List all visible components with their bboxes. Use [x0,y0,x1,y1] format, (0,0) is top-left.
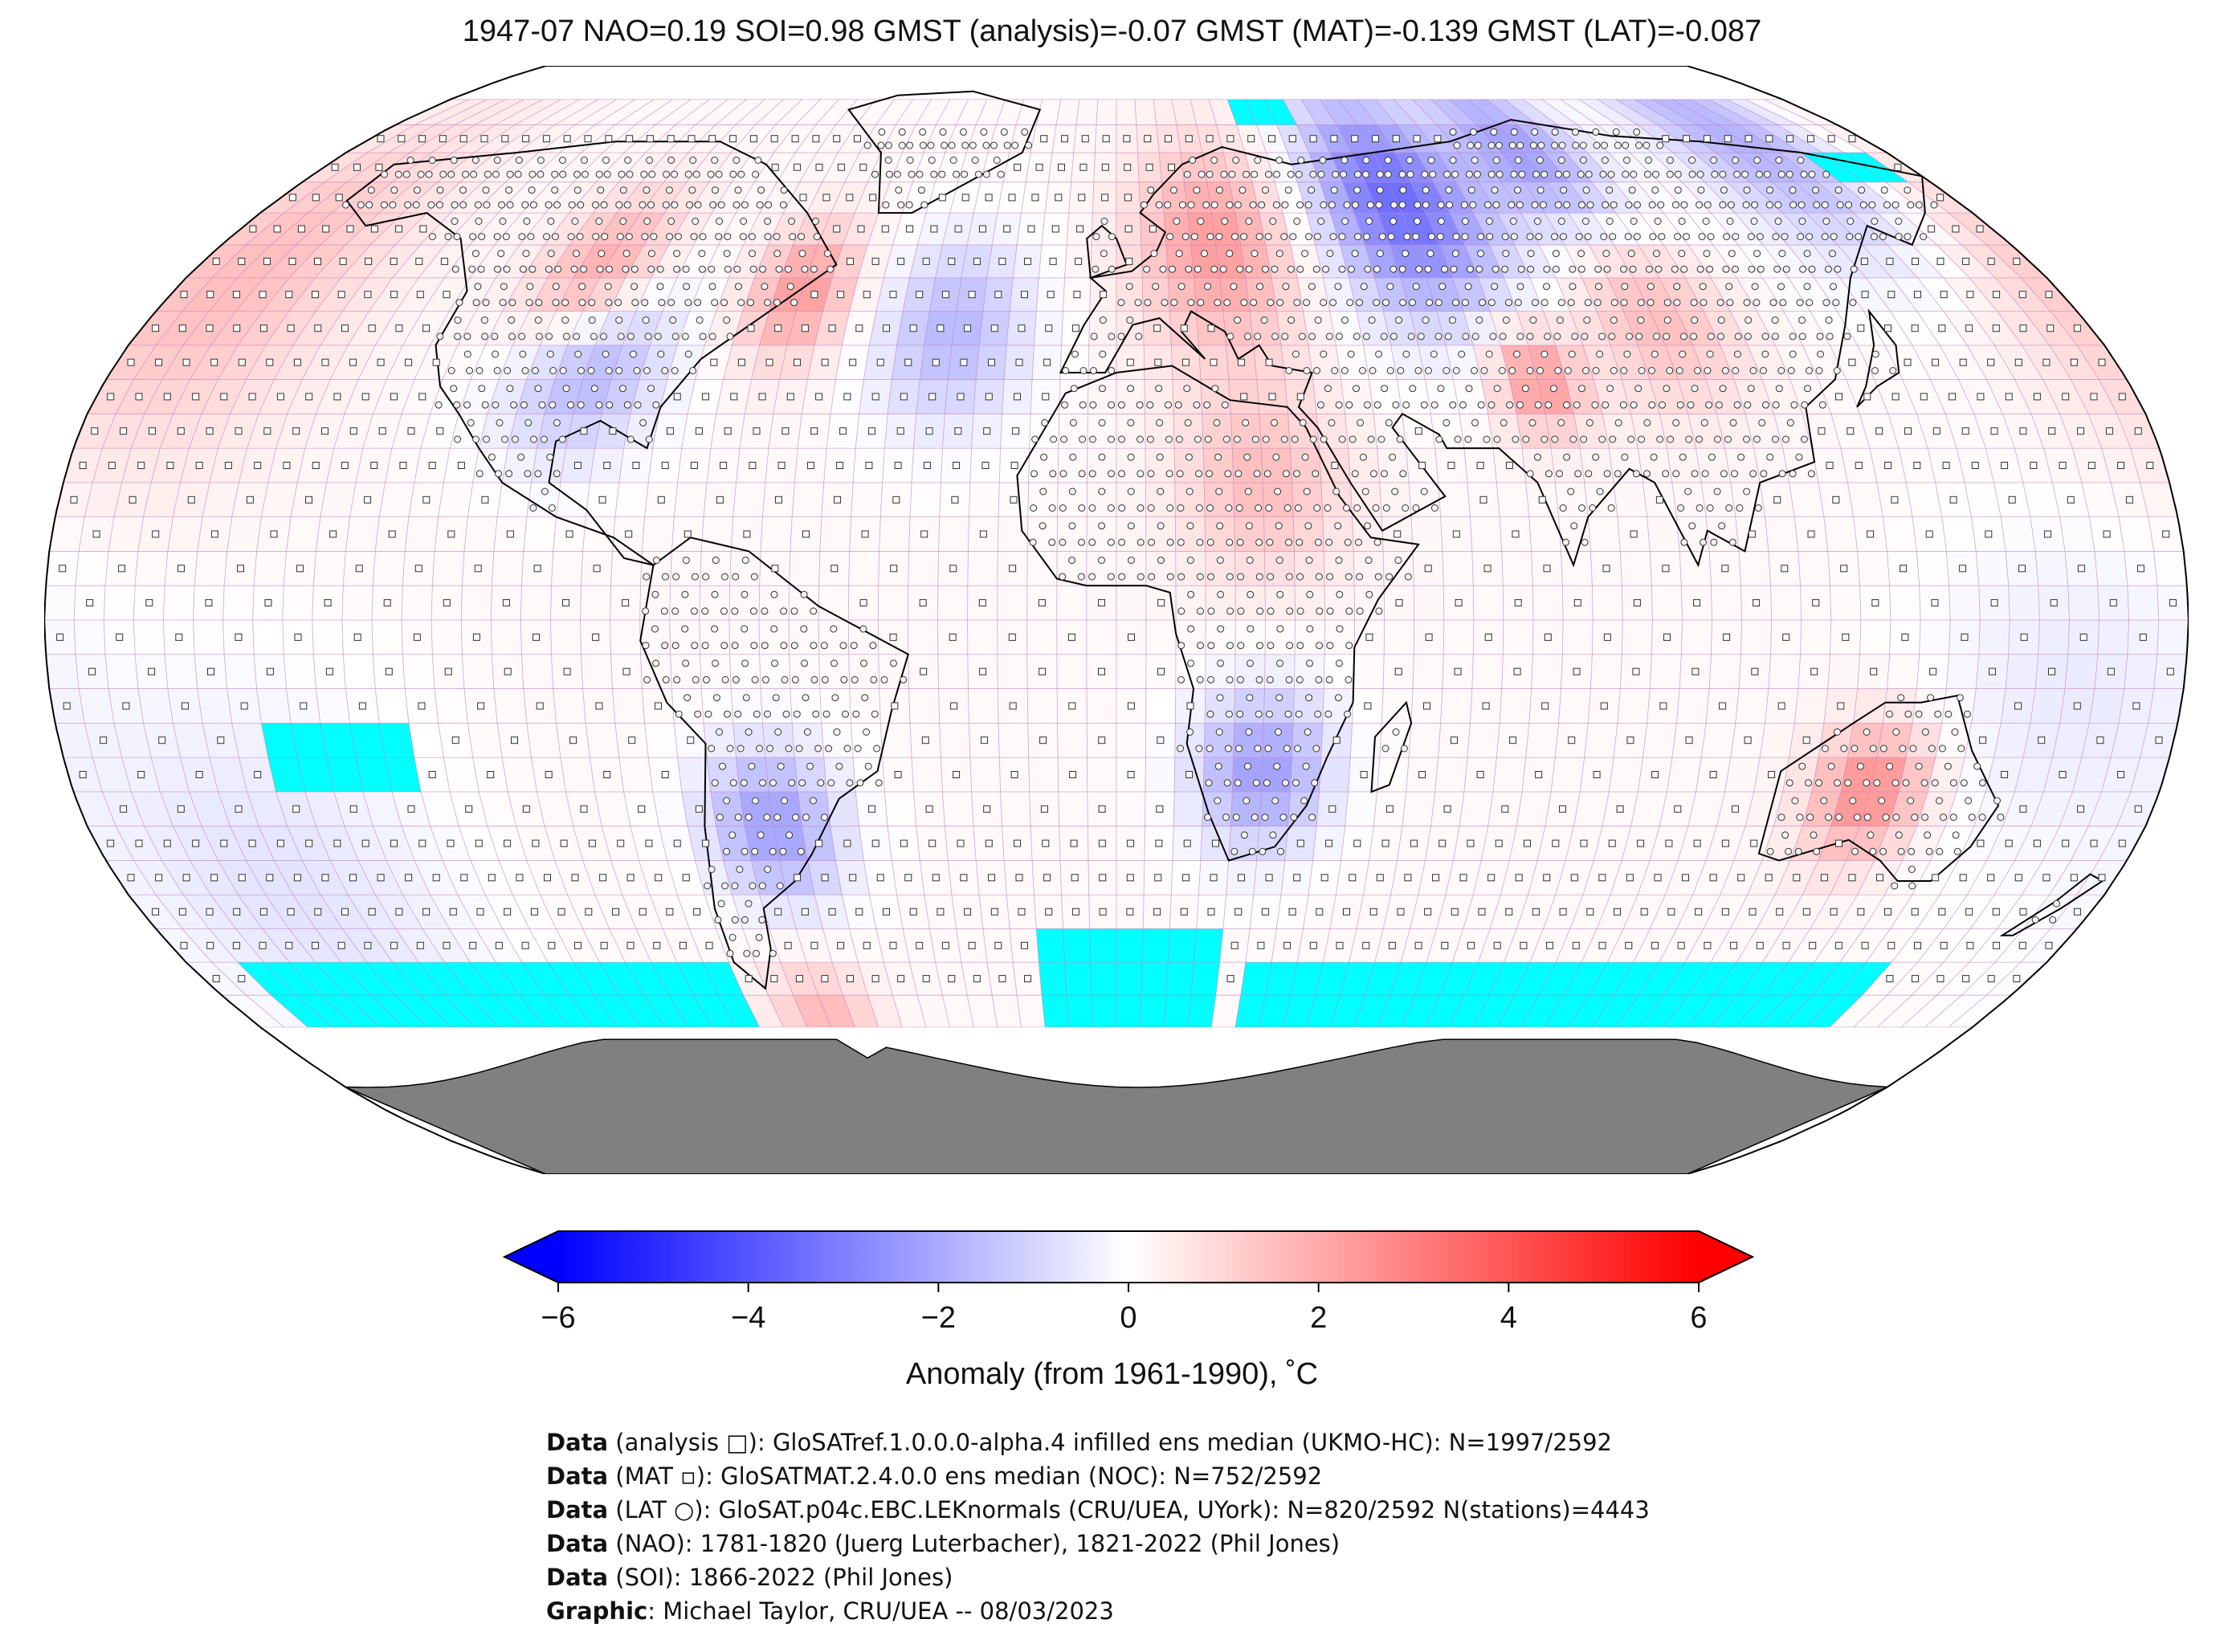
map-title: 1947-07 NAO=0.19 SOI=0.98 GMST (analysis… [462,14,1762,48]
colorbar-tick-label: −2 [921,1301,956,1335]
colorbar-extend-low [504,1231,558,1283]
colorbar-label: Anomaly (from 1961-1990), ˚C [905,1357,1319,1391]
colorbar-extend-high [1699,1231,1753,1283]
credit-line: Data (MAT ▫): GloSATMAT.2.4.0.0 ens medi… [546,1462,1323,1490]
observation-markers [56,128,2177,983]
colorbar-tick-label: 0 [1120,1301,1136,1335]
credit-line: Data (analysis □): GloSATref.1.0.0.0-alp… [546,1429,1613,1456]
antarctica-land-mask [345,1038,1888,1174]
globe-border [44,66,2189,1174]
credits-block: Data (analysis □): GloSATref.1.0.0.0-alp… [546,1426,1650,1628]
coastlines [345,90,2104,990]
credit-line: Data (SOI): 1866-2022 (Phil Jones) [546,1564,953,1591]
colorbar-tick-label: 2 [1310,1301,1327,1335]
colorbar: −6 −4 −2 0 2 4 6 [502,1230,1755,1335]
colorbar-tick-label: 4 [1500,1301,1517,1335]
credit-line: Data (NAO): 1781-1820 (Juerg Luterbacher… [546,1530,1341,1557]
colorbar-tick-label: −4 [731,1301,765,1335]
colorbar-tick-label: 6 [1690,1301,1707,1335]
colorbar-tick-label: −6 [541,1301,575,1335]
world-anomaly-map [44,66,2189,1174]
credit-line: Data (LAT ○): GloSAT.p04c.EBC.LEKnormals… [546,1496,1650,1524]
colorbar-gradient [558,1231,1699,1283]
credit-line: Graphic: Michael Taylor, CRU/UEA -- 08/0… [546,1597,1114,1625]
